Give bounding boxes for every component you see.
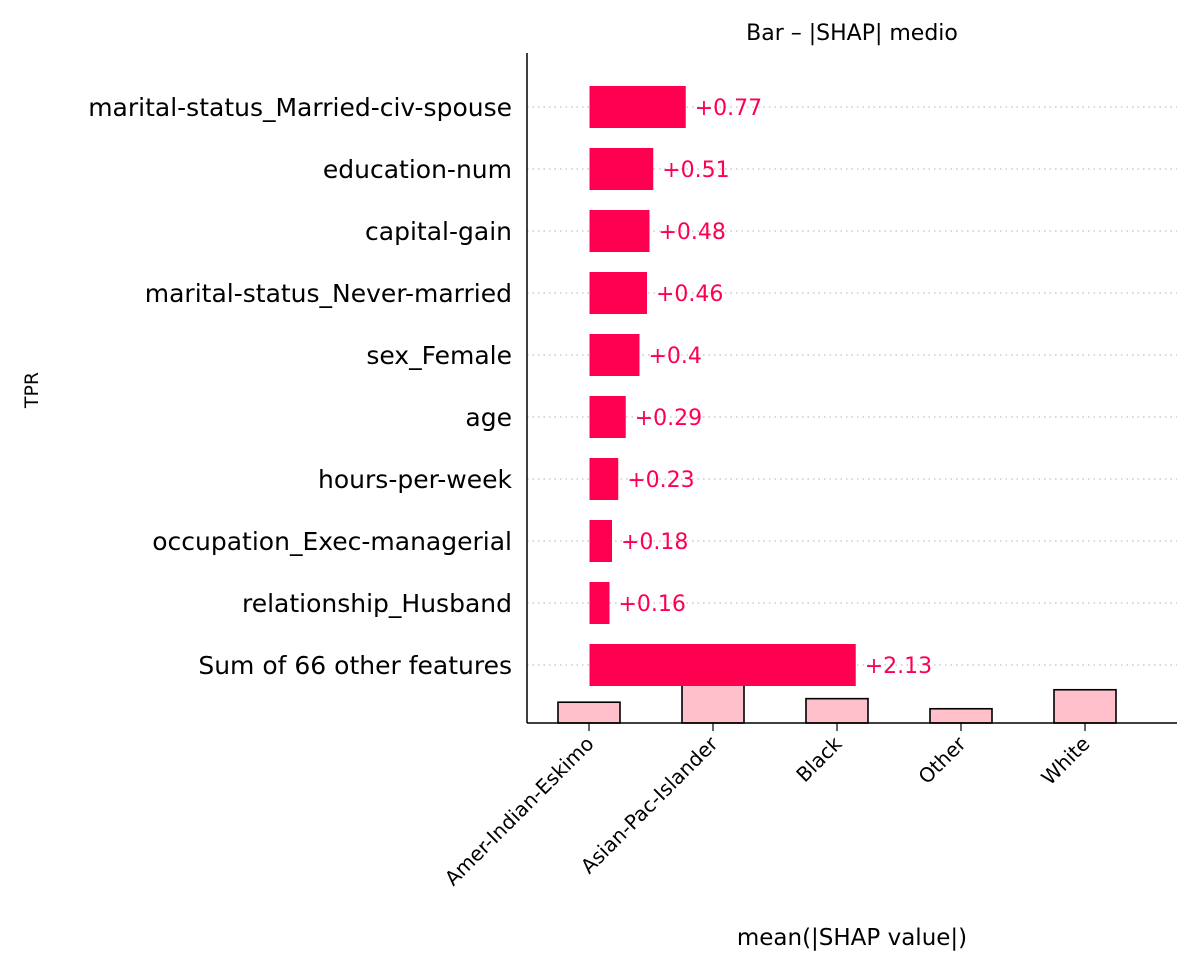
chart-title: Bar – |SHAP| medio (746, 21, 958, 46)
tpr-bar-amer-indian-eskimo (557, 701, 621, 724)
feature-label: capital-gain (365, 217, 512, 246)
shap-value-label: +0.77 (695, 96, 762, 121)
feature-label: education-num (323, 155, 512, 184)
shap-value-label: +0.23 (627, 468, 694, 493)
feature-label: occupation_Exec-managerial (152, 527, 512, 556)
tpr-bar-white (1053, 688, 1117, 724)
shap-value-label: +0.18 (621, 530, 688, 555)
feature-label: Sum of 66 other features (198, 651, 512, 680)
feature-label: relationship_Husband (242, 589, 512, 618)
shap-bar (589, 582, 610, 624)
feature-label: sex_Female (366, 341, 512, 370)
x-tick-label: Amer-Indian-Eskimo (440, 732, 599, 891)
shap-value-label: +0.51 (662, 158, 729, 183)
shap-value-label: +0.48 (659, 220, 726, 245)
shap-bar (589, 86, 686, 128)
shap-bars: +0.77 marital-status_Married-civ-spouse +0… (88, 86, 932, 686)
shap-value-label: +0.16 (619, 592, 686, 617)
feature-label: marital-status_Married-civ-spouse (88, 93, 512, 122)
y-axis-label: TPR (21, 372, 43, 409)
shap-bar (589, 210, 650, 252)
shap-value-label: +0.29 (635, 406, 702, 431)
x-tick-label: Asian-Pac-Islander (576, 731, 723, 878)
tpr-bar-asian-pac-islander (681, 684, 745, 724)
shap-bar (589, 272, 647, 314)
x-axis-label: mean(|SHAP value|) (737, 925, 967, 951)
tpr-bar-other (929, 707, 993, 724)
shap-bar (589, 396, 626, 438)
shap-value-label: +2.13 (865, 654, 932, 679)
x-tick-label: Other (913, 731, 971, 789)
gridlines (527, 106, 1177, 666)
feature-label: age (465, 403, 512, 432)
tpr-bars (557, 684, 1117, 724)
shap-bar (589, 334, 640, 376)
shap-value-label: +0.4 (649, 344, 702, 369)
x-tick-label: Black (791, 731, 847, 787)
feature-label: hours-per-week (318, 465, 512, 494)
axes (526, 53, 1177, 724)
shap-bar (589, 644, 856, 686)
shap-value-label: +0.46 (656, 282, 723, 307)
feature-label: marital-status_Never-married (145, 279, 512, 308)
shap-bar (589, 520, 612, 562)
shap-bar (589, 458, 619, 500)
tpr-bar-black (805, 697, 869, 724)
shap-bar (589, 148, 654, 190)
x-tick-label: White (1036, 732, 1094, 790)
